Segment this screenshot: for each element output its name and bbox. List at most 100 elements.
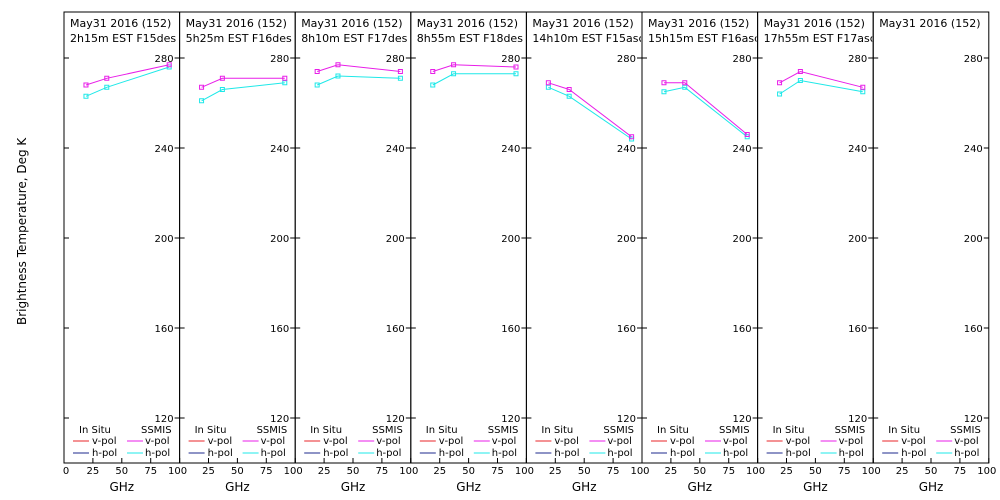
- x-tick-label: 25: [665, 466, 678, 477]
- legend-ssmis-hpol: h-pol: [607, 448, 632, 459]
- legend-ssmis-hpol: h-pol: [145, 448, 170, 459]
- legend-ssmis-header: SSMIS: [835, 425, 866, 436]
- ssmis-vpol-line: [548, 82, 632, 138]
- legend-ssmis-hpol: h-pol: [376, 448, 401, 459]
- y-tick-label: 280: [964, 54, 983, 65]
- panel-title-time: 2h15m EST F15des: [70, 32, 176, 45]
- legend-insitu-vpol: v-pol: [554, 436, 579, 447]
- y-tick-label: 280: [501, 54, 520, 65]
- ssmis-hpol-point: [335, 73, 341, 79]
- x-tick-label: 75: [260, 466, 273, 477]
- legend-insitu-hpol: h-pol: [323, 448, 348, 459]
- ssmis-vpol-point: [513, 64, 519, 70]
- legend-ssmis-vpol: v-pol: [839, 436, 864, 447]
- legend-ssmis-hpol: h-pol: [261, 448, 286, 459]
- y-tick-label: 240: [733, 144, 752, 155]
- ssmis-vpol-point: [430, 69, 436, 74]
- ssmis-hpol-point: [430, 82, 436, 88]
- y-tick-label: 120: [848, 414, 867, 425]
- y-tick-label: 160: [386, 324, 405, 335]
- ssmis-vpol-point: [219, 75, 225, 81]
- ssmis-vpol-line: [779, 70, 863, 88]
- x-tick-label: 75: [722, 466, 735, 477]
- y-tick-label: 160: [617, 324, 636, 335]
- legend-insitu-hpol: h-pol: [901, 448, 926, 459]
- ssmis-vpol-point: [166, 62, 172, 68]
- x-tick-label: 100: [746, 466, 765, 477]
- panel-title-date: May31 2016 (152): [648, 17, 749, 30]
- y-tick-label: 200: [617, 234, 636, 245]
- y-tick-label: 280: [386, 54, 405, 65]
- y-tick-label: 120: [964, 414, 983, 425]
- legend-insitu-vpol: v-pol: [439, 436, 464, 447]
- panel-5: May31 2016 (152) 14h10m EST F15asc 120 160 2…: [525, 11, 650, 494]
- legend-insitu-header: In Situ: [426, 425, 458, 436]
- x-tick-label: 25: [896, 466, 909, 477]
- x-tick-label: 75: [838, 466, 851, 477]
- x-tick-label: 50: [347, 466, 360, 477]
- legend-ssmis-vpol: v-pol: [723, 436, 748, 447]
- panel-6: May31 2016 (152) 15h15m EST F16asc 120 160 2…: [641, 11, 765, 494]
- panel-titles: May31 2016 (152) 8h55m EST F18des: [417, 17, 523, 45]
- ssmis-vpol-point: [777, 80, 783, 86]
- panel-2: May31 2016 (152) 5h25m EST F16des 120 160 20…: [179, 11, 303, 494]
- x-tick-label: 100: [399, 466, 418, 477]
- ssmis-hpol-point: [451, 71, 457, 77]
- y-tick-label: 280: [848, 54, 867, 65]
- panel-3: May31 2016 (152) 8h10m EST F17des 120 160 20…: [294, 11, 418, 494]
- legend-ssmis-header: SSMIS: [141, 425, 172, 436]
- ssmis-vpol-point: [566, 87, 572, 92]
- y-tick-label: 120: [155, 414, 174, 425]
- y-tick-label: 280: [270, 54, 289, 65]
- x-tick-label: 75: [144, 466, 157, 477]
- ssmis-vpol-point: [629, 134, 635, 140]
- legend-insitu-header: In Situ: [79, 425, 111, 436]
- y-tick-label: 200: [964, 234, 983, 245]
- x-tick-label: 25: [318, 466, 331, 477]
- x-tick-label: 50: [925, 466, 938, 477]
- ssmis-hpol-point: [797, 78, 803, 83]
- legend-insitu-header: In Situ: [657, 425, 689, 436]
- ssmis-hpol-point: [314, 82, 320, 88]
- legend-ssmis-hpol: h-pol: [839, 448, 864, 459]
- y-axis-label: Brightness Temperature, Deg K: [15, 137, 29, 325]
- panel-7: May31 2016 (152) 17h55m EST F17asc 120 160 2…: [757, 11, 881, 494]
- x-tick-label: 100: [862, 466, 881, 477]
- legend-insitu-vpol: v-pol: [786, 436, 811, 447]
- ssmis-vpol-point: [860, 84, 866, 90]
- panel-titles: May31 2016 (152) 17h55m EST F17asc: [764, 17, 873, 45]
- x-tick-label: 75: [491, 466, 504, 477]
- legend-ssmis-header: SSMIS: [950, 425, 981, 436]
- legend-insitu-hpol: h-pol: [670, 448, 695, 459]
- ssmis-vpol-point: [397, 69, 403, 74]
- legend-insitu-header: In Situ: [195, 425, 227, 436]
- panel-titles: May31 2016 (152) 2h15m EST F15des: [70, 17, 176, 45]
- x-axis-label: GHz: [803, 480, 828, 494]
- x-tick-label: 50: [809, 466, 822, 477]
- ssmis-hpol-point: [219, 87, 225, 92]
- panel-title-date: May31 2016 (152): [70, 17, 171, 30]
- legend-insitu-vpol: v-pol: [670, 436, 695, 447]
- panel-title-time: 8h55m EST F18des: [417, 32, 523, 45]
- y-tick-label: 160: [848, 324, 867, 335]
- y-tick-label: 200: [733, 234, 752, 245]
- panel-title-date: May31 2016 (152): [879, 17, 980, 30]
- panel-title-time: 15h15m EST F16asc: [648, 32, 760, 45]
- ssmis-hpol-line: [663, 86, 748, 138]
- y-tick-label: 160: [964, 324, 983, 335]
- ssmis-vpol-point: [797, 69, 803, 74]
- panel-title-date: May31 2016 (152): [301, 17, 402, 30]
- ssmis-vpol-point: [661, 80, 667, 86]
- legend-ssmis-vpol: v-pol: [376, 436, 401, 447]
- y-tick-label: 120: [617, 414, 636, 425]
- y-tick-label: 200: [386, 234, 405, 245]
- x-tick-label: 100: [284, 466, 303, 477]
- ssmis-hpol-line: [779, 79, 863, 95]
- y-tick-label: 240: [964, 144, 983, 155]
- ssmis-hpol-point: [397, 75, 403, 81]
- y-tick-label: 240: [501, 144, 520, 155]
- panel-title-date: May31 2016 (152): [764, 17, 865, 30]
- panel-title-time: 14h10m EST F15asc: [532, 32, 644, 45]
